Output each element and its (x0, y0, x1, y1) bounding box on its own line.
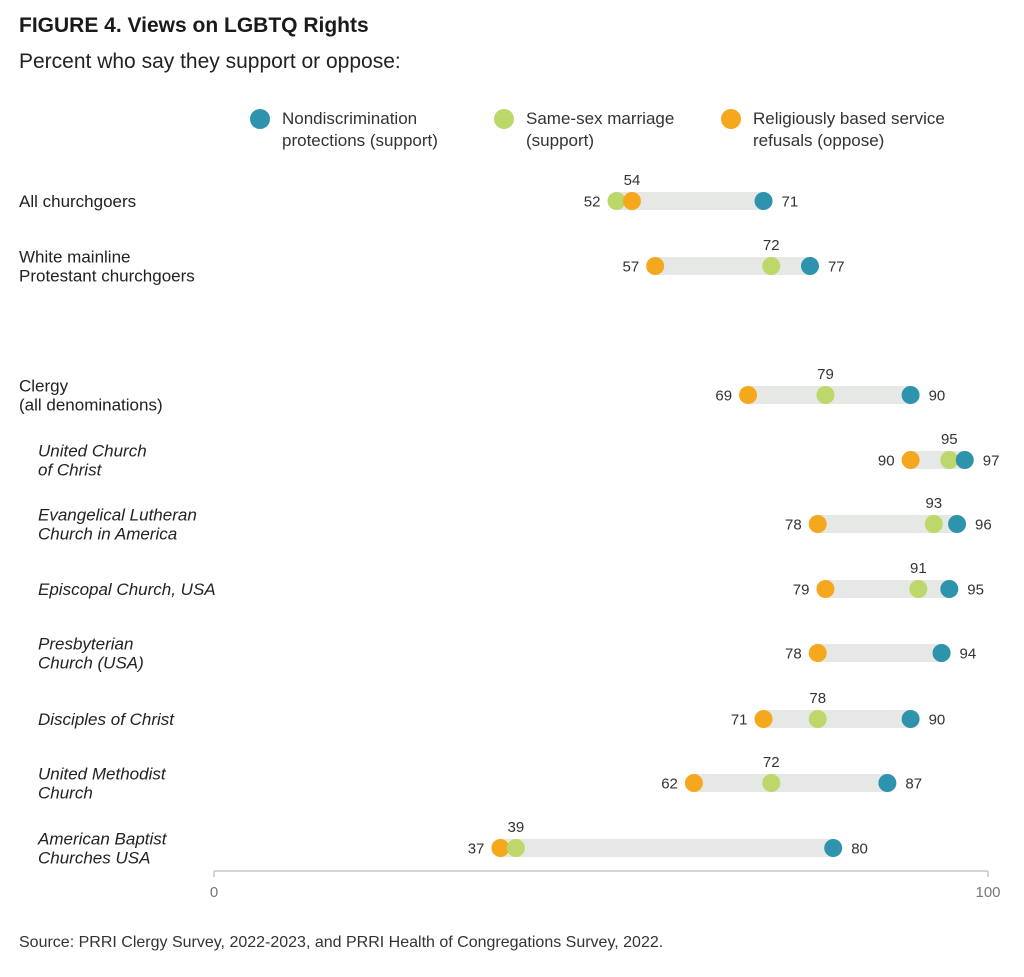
dot-refusals (808, 515, 827, 533)
value-label-nondiscrimination: 80 (851, 841, 868, 858)
value-label-refusals: 37 (468, 841, 485, 858)
dot-refusals (754, 710, 773, 728)
dot-nondiscrimination (754, 192, 773, 210)
dot-marriage (607, 192, 626, 210)
dot-refusals (816, 580, 835, 598)
row-label: Protestant churchgoers (19, 267, 195, 286)
x-tick-label: 0 (210, 884, 218, 901)
dot-marriage (808, 710, 827, 728)
dot-marriage (816, 386, 835, 404)
row-label: White mainline (19, 248, 131, 267)
legend-label-nondiscrimination: Nondiscrimination protections (support) (282, 109, 438, 150)
x-tick-label: 100 (975, 884, 1000, 901)
value-label-refusals: 69 (715, 388, 732, 405)
row-label: of Christ (38, 461, 103, 480)
legend-label-marriage: Same-sex marriage (support) (526, 109, 675, 150)
dot-marriage (506, 839, 525, 857)
dot-marriage (762, 257, 781, 275)
value-label-marriage: 52 (584, 194, 601, 211)
dot-marriage (909, 580, 928, 598)
dot-refusals (646, 257, 665, 275)
row-label: Church (USA) (38, 654, 144, 673)
value-label-nondiscrimination: 87 (905, 776, 922, 793)
legend-item-nondiscrimination: Nondiscrimination protections (support) (250, 108, 472, 152)
dot-nondiscrimination (901, 710, 920, 728)
value-label-refusals: 57 (622, 259, 639, 276)
legend-item-refusals: Religiously based service refusals (oppo… (721, 108, 963, 152)
dot-refusals (739, 386, 758, 404)
value-label-nondiscrimination: 95 (967, 582, 984, 599)
dot-nondiscrimination (800, 257, 819, 275)
value-label-marriage: 95 (941, 431, 958, 448)
dot-nondiscrimination (824, 839, 843, 857)
dot-nondiscrimination (932, 644, 951, 662)
legend-dot-marriage (494, 109, 514, 129)
value-label-nondiscrimination: 90 (929, 712, 946, 729)
legend-label-refusals: Religiously based service refusals (oppo… (753, 109, 945, 150)
value-label-refusals: 79 (793, 582, 810, 599)
row-label: Churches USA (38, 849, 150, 868)
dot-marriage (940, 451, 959, 469)
dot-nondiscrimination (878, 774, 897, 792)
row-label: All churchgoers (19, 192, 136, 211)
value-label-refusals: 78 (785, 517, 802, 534)
row-label: Church in America (38, 525, 177, 544)
value-label-marriage: 39 (508, 819, 525, 836)
dot-marriage (924, 515, 943, 533)
value-label-nondiscrimination: 71 (782, 194, 799, 211)
row-label: Disciples of Christ (38, 710, 175, 729)
value-label-nondiscrimination: 90 (929, 388, 946, 405)
row-label: Evangelical Lutheran (38, 506, 197, 525)
value-label-refusals: 54 (624, 172, 641, 189)
value-label-nondiscrimination: 94 (960, 646, 977, 663)
chart-subtitle: Percent who say they support or oppose: (19, 50, 401, 73)
dot-marriage (762, 774, 781, 792)
value-label-refusals: 78 (785, 646, 802, 663)
row-label: (all denominations) (19, 396, 163, 415)
value-label-refusals: 71 (731, 712, 748, 729)
value-label-marriage: 72 (763, 237, 780, 254)
value-label-marriage: 79 (817, 366, 834, 383)
value-label-marriage: 91 (910, 560, 927, 577)
dot-refusals (901, 451, 920, 469)
dot-refusals (684, 774, 703, 792)
dot-nondiscrimination (901, 386, 920, 404)
value-label-marriage: 72 (763, 754, 780, 771)
legend-item-marriage: Same-sex marriage (support) (494, 108, 696, 152)
value-label-marriage: 78 (809, 690, 826, 707)
row-label: United Methodist (38, 765, 167, 784)
value-label-nondiscrimination: 77 (828, 259, 845, 276)
row-label: United Church (38, 442, 147, 461)
row-label: Clergy (19, 377, 69, 396)
dot-refusals (491, 839, 510, 857)
legend-dot-refusals (721, 109, 741, 129)
chart-title: FIGURE 4. Views on LGBTQ Rights (19, 14, 369, 37)
value-label-marriage: 93 (925, 495, 942, 512)
legend-dot-nondiscrimination (250, 109, 270, 129)
row-label: Presbyterian (38, 635, 133, 654)
dot-refusals (808, 644, 827, 662)
value-label-nondiscrimination: 96 (975, 517, 992, 534)
value-label-nondiscrimination: 97 (983, 453, 1000, 470)
dot-refusals (622, 192, 641, 210)
row-label: American Baptist (37, 830, 168, 849)
chart-legend: Nondiscrimination protections (support) … (0, 108, 1024, 158)
dot-nondiscrimination (948, 515, 967, 533)
value-label-refusals: 90 (878, 453, 895, 470)
row-label: Episcopal Church, USA (38, 580, 216, 599)
source-note: Source: PRRI Clergy Survey, 2022-2023, a… (19, 934, 664, 951)
row-label: Church (38, 784, 93, 803)
dot-nondiscrimination (940, 580, 959, 598)
value-label-refusals: 62 (661, 776, 678, 793)
dot-nondiscrimination (955, 451, 974, 469)
